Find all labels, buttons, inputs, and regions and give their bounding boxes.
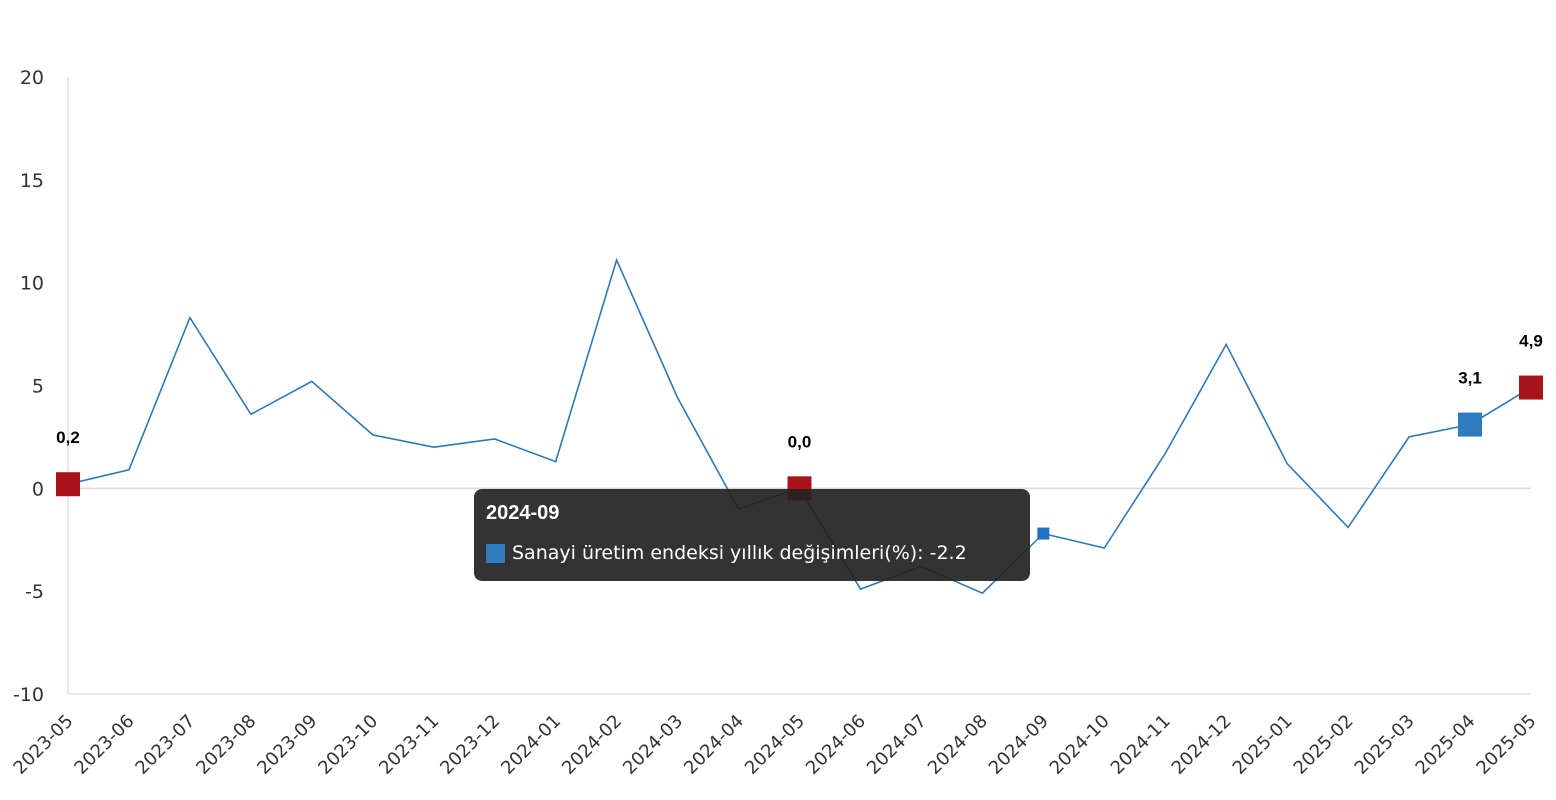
x-tick-label: 2023-08 — [192, 711, 260, 779]
x-tick-label: 2023-07 — [131, 711, 199, 779]
tooltip-title: 2024-09 — [486, 502, 560, 524]
tooltip-row: Sanayi üretim endeksi yıllık değişimleri… — [486, 541, 1018, 565]
data-label: 3,1 — [1458, 369, 1482, 388]
x-tick-label: 2024-12 — [1168, 711, 1236, 779]
chart-tooltip: 2024-09 Sanayi üretim endeksi yıllık değ… — [474, 489, 1030, 581]
x-tick-label: 2024-11 — [1107, 711, 1175, 779]
x-axis-ticks: 2023-052023-062023-072023-082023-092023-… — [9, 711, 1540, 779]
data-label: 0,0 — [788, 432, 812, 451]
hover-marker[interactable] — [1037, 527, 1050, 540]
x-tick-label: 2024-04 — [680, 711, 748, 779]
tooltip-series-value: Sanayi üretim endeksi yıllık değişimleri… — [512, 542, 967, 564]
data-label: 0,2 — [56, 428, 80, 447]
y-tick-label: 0 — [32, 478, 44, 500]
highlight-marker — [56, 472, 80, 497]
x-tick-label: 2025-04 — [1412, 711, 1480, 779]
x-tick-label: 2025-05 — [1472, 711, 1540, 779]
y-axis-ticks: 20 15 10 5 0 -5 -10 — [13, 67, 44, 706]
highlight-marker — [1519, 375, 1543, 400]
x-tick-label: 2025-01 — [1229, 711, 1297, 779]
highlight-marker — [1458, 412, 1483, 437]
x-tick-label: 2023-09 — [253, 711, 321, 779]
x-tick-label: 2024-09 — [985, 711, 1053, 779]
x-tick-label: 2024-01 — [497, 711, 565, 779]
x-tick-label: 2024-08 — [924, 711, 992, 779]
x-tick-label: 2025-02 — [1290, 711, 1358, 779]
y-tick-label: 5 — [32, 376, 44, 398]
y-tick-label: 15 — [20, 170, 44, 192]
y-tick-label: -5 — [25, 581, 44, 603]
data-label: 4,9 — [1519, 332, 1543, 351]
x-tick-label: 2023-10 — [314, 711, 382, 779]
x-tick-label: 2023-11 — [375, 711, 443, 779]
y-tick-label: 20 — [20, 67, 44, 89]
x-tick-label: 2023-05 — [9, 711, 77, 779]
x-tick-label: 2024-06 — [802, 711, 870, 779]
markers — [56, 375, 1543, 540]
x-tick-label: 2024-03 — [619, 711, 687, 779]
tooltip-series-swatch — [486, 543, 505, 563]
x-tick-label: 2024-10 — [1046, 711, 1114, 779]
data-labels: 0,2 0,0 3,1 4,9 — [56, 332, 1543, 452]
x-tick-label: 2023-06 — [70, 711, 138, 779]
x-tick-label: 2024-05 — [741, 711, 809, 779]
x-tick-label: 2025-03 — [1351, 711, 1419, 779]
x-tick-label: 2023-12 — [436, 711, 504, 779]
y-tick-label: 10 — [20, 273, 44, 295]
x-tick-label: 2024-02 — [558, 711, 626, 779]
x-tick-label: 2024-07 — [863, 711, 931, 779]
axes — [67, 77, 1531, 695]
y-tick-label: -10 — [13, 684, 44, 706]
